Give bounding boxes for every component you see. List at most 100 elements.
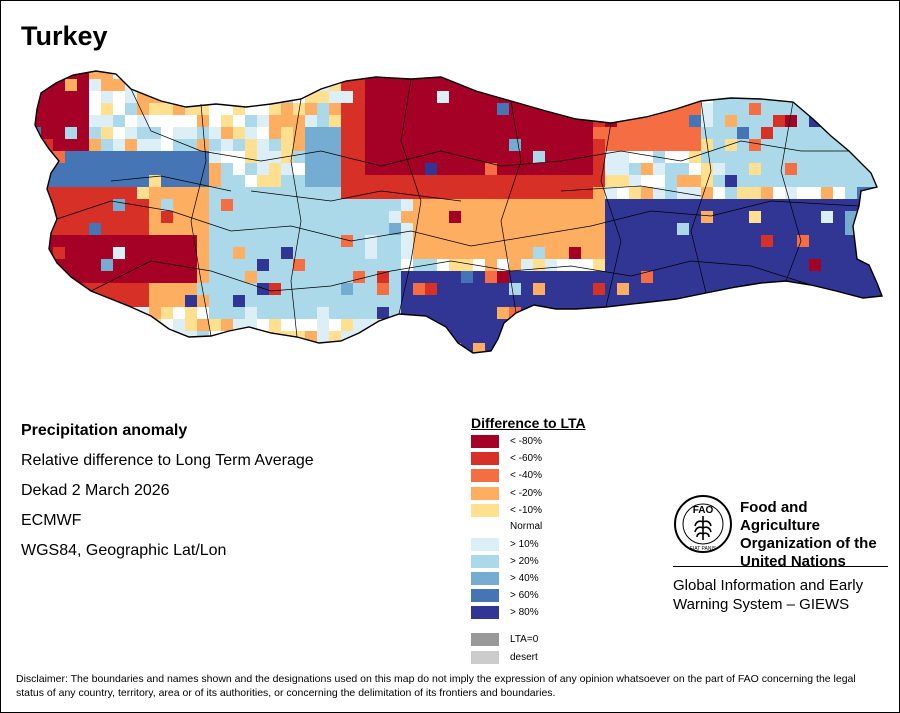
grid-cell bbox=[353, 163, 365, 175]
grid-cell bbox=[821, 247, 833, 259]
grid-cell bbox=[113, 247, 125, 259]
grid-cell bbox=[809, 211, 821, 223]
grid-cell bbox=[821, 175, 833, 187]
grid-cell bbox=[209, 187, 221, 199]
grid-cell bbox=[701, 211, 713, 223]
grid-cell bbox=[773, 115, 785, 127]
grid-cell bbox=[557, 343, 569, 353]
grid-cell bbox=[605, 115, 617, 127]
grid-cell bbox=[35, 283, 41, 295]
grid-cell bbox=[725, 199, 737, 211]
grid-cell bbox=[137, 187, 149, 199]
grid-cell bbox=[125, 283, 137, 295]
grid-cell bbox=[821, 295, 833, 307]
grid-cell bbox=[593, 151, 605, 163]
grid-cell bbox=[257, 175, 269, 187]
grid-cell bbox=[137, 271, 149, 283]
grid-cell bbox=[77, 187, 89, 199]
grid-cell bbox=[569, 91, 581, 103]
grid-cell bbox=[677, 259, 689, 271]
grid-cell bbox=[653, 283, 665, 295]
grid-cell bbox=[761, 259, 773, 271]
grid-cell bbox=[809, 199, 821, 211]
grid-cell bbox=[173, 307, 185, 319]
grid-cell bbox=[653, 187, 665, 199]
grid-cell bbox=[521, 283, 533, 295]
grid-cell bbox=[785, 331, 797, 343]
grid-cell bbox=[761, 71, 773, 79]
grid-cell bbox=[497, 283, 509, 295]
grid-cell bbox=[329, 223, 341, 235]
grid-cell bbox=[149, 127, 161, 139]
grid-cell bbox=[569, 127, 581, 139]
grid-cell bbox=[641, 211, 653, 223]
grid-cell bbox=[665, 295, 677, 307]
grid-cell bbox=[557, 139, 569, 151]
grid-cell bbox=[833, 211, 845, 223]
grid-cell bbox=[269, 175, 281, 187]
grid-cell bbox=[797, 199, 809, 211]
grid-cell bbox=[389, 355, 401, 361]
grid-cell bbox=[185, 163, 197, 175]
grid-cell bbox=[377, 355, 389, 361]
grid-cell bbox=[569, 259, 581, 271]
grid-cell bbox=[557, 295, 569, 307]
grid-cell bbox=[785, 79, 797, 91]
grid-cell bbox=[209, 331, 221, 343]
grid-cell bbox=[809, 295, 821, 307]
grid-cell bbox=[833, 223, 845, 235]
grid-cell bbox=[881, 319, 882, 331]
grid-cell bbox=[833, 71, 845, 79]
grid-cell bbox=[713, 79, 725, 91]
grid-cell bbox=[845, 163, 857, 175]
grid-cell bbox=[65, 331, 77, 343]
grid-cell bbox=[125, 103, 137, 115]
grid-cell bbox=[101, 331, 113, 343]
grid-cell bbox=[881, 343, 882, 353]
grid-cell bbox=[809, 319, 821, 331]
grid-cell bbox=[677, 139, 689, 151]
grid-cell bbox=[881, 199, 882, 211]
grid-cell bbox=[881, 175, 882, 187]
grid-cell bbox=[341, 247, 353, 259]
grid-cell bbox=[425, 199, 437, 211]
grid-cell bbox=[101, 343, 113, 353]
grid-cell bbox=[353, 199, 365, 211]
grid-cell bbox=[713, 223, 725, 235]
grid-cell bbox=[77, 103, 89, 115]
grid-cell bbox=[569, 151, 581, 163]
grid-cell bbox=[209, 307, 221, 319]
grid-cell bbox=[809, 79, 821, 91]
grid-cell bbox=[125, 259, 137, 271]
grid-cell bbox=[653, 79, 665, 91]
grid-cell bbox=[35, 115, 41, 127]
grid-cell bbox=[485, 163, 497, 175]
grid-cell bbox=[35, 223, 41, 235]
grid-cell bbox=[689, 259, 701, 271]
grid-cell bbox=[245, 115, 257, 127]
grid-cell bbox=[401, 163, 413, 175]
logo-divider bbox=[673, 566, 888, 567]
grid-cell bbox=[833, 355, 845, 361]
grid-cell bbox=[401, 139, 413, 151]
grid-cell bbox=[497, 103, 509, 115]
giews-system-name: Global Information and Early Warning Sys… bbox=[673, 577, 864, 613]
grid-cell bbox=[473, 175, 485, 187]
grid-cell bbox=[401, 71, 413, 79]
grid-cell bbox=[353, 103, 365, 115]
grid-cell bbox=[761, 331, 773, 343]
grid-cell bbox=[665, 163, 677, 175]
grid-cell bbox=[773, 235, 785, 247]
grid-cell bbox=[473, 223, 485, 235]
grid-cell bbox=[533, 211, 545, 223]
grid-cell bbox=[77, 175, 89, 187]
grid-cell bbox=[449, 307, 461, 319]
grid-cell bbox=[209, 247, 221, 259]
grid-cell bbox=[701, 187, 713, 199]
grid-cell bbox=[185, 115, 197, 127]
grid-cell bbox=[797, 223, 809, 235]
grid-cell bbox=[533, 223, 545, 235]
grid-cell bbox=[521, 151, 533, 163]
grid-cell bbox=[365, 355, 377, 361]
grid-cell bbox=[821, 91, 833, 103]
